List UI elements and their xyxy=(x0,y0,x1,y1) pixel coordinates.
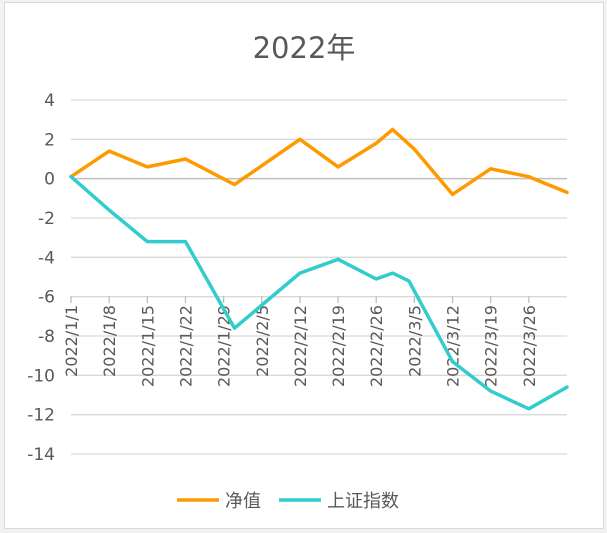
x-tick-label: 2022/3/5 xyxy=(405,305,424,377)
legend-label: 净值 xyxy=(225,491,261,512)
y-tick-label: -12 xyxy=(27,406,55,426)
x-tick-label: 2022/2/26 xyxy=(367,305,386,387)
y-tick-label: 0 xyxy=(44,170,55,190)
y-tick-label: 4 xyxy=(44,91,55,111)
y-tick-label: -14 xyxy=(27,445,55,465)
series-lines xyxy=(69,127,569,411)
chart-title: 2022年 xyxy=(253,31,356,65)
legend: 净值 上证指数 xyxy=(177,491,399,512)
x-tick-label: 2022/3/26 xyxy=(520,305,539,387)
y-tick-label: 2 xyxy=(44,130,55,150)
line-chart: 2022年 420-2-4-6-8-10-12-14 2022/1/1 2022/… xyxy=(27,31,569,512)
x-tick-label: 2022/2/5 xyxy=(253,305,272,377)
y-tick-label: -10 xyxy=(27,366,55,386)
x-tick-label: 2022/2/19 xyxy=(329,305,348,387)
y-tick-label: -6 xyxy=(38,288,55,308)
x-tick-label: 2022/3/19 xyxy=(482,305,501,387)
chart-frame: 2022年 4 2 0 -2 -4 -6 -8 -10 -12 -14 2022/1/1 2022/… xyxy=(4,2,604,529)
legend-label: 上证指数 xyxy=(327,491,399,512)
x-tick-label: 2022/1/29 xyxy=(215,305,234,387)
y-tick-label: -8 xyxy=(38,327,55,347)
series-line xyxy=(69,174,569,411)
x-tick-label: 2022/1/1 xyxy=(62,305,81,377)
y-tick-label: -2 xyxy=(38,209,55,229)
x-tick-label: 2022/1/22 xyxy=(176,305,195,387)
x-tick-label: 2022/1/15 xyxy=(138,305,157,387)
x-tick-label: 2022/3/12 xyxy=(444,305,463,387)
x-tick-label: 2022/1/8 xyxy=(100,305,119,377)
y-tick-label: -4 xyxy=(38,248,55,268)
x-tick-label: 2022/2/12 xyxy=(291,305,310,387)
series-line xyxy=(69,127,569,197)
x-axis: 2022/1/1 2022/1/8 2022/1/15 2022/1/22 2022/1… xyxy=(62,177,567,387)
grid-lines xyxy=(71,99,567,455)
y-axis-ticks: 4 2 0 -2 -4 -6 -8 -10 -12 -14 xyxy=(27,91,55,465)
